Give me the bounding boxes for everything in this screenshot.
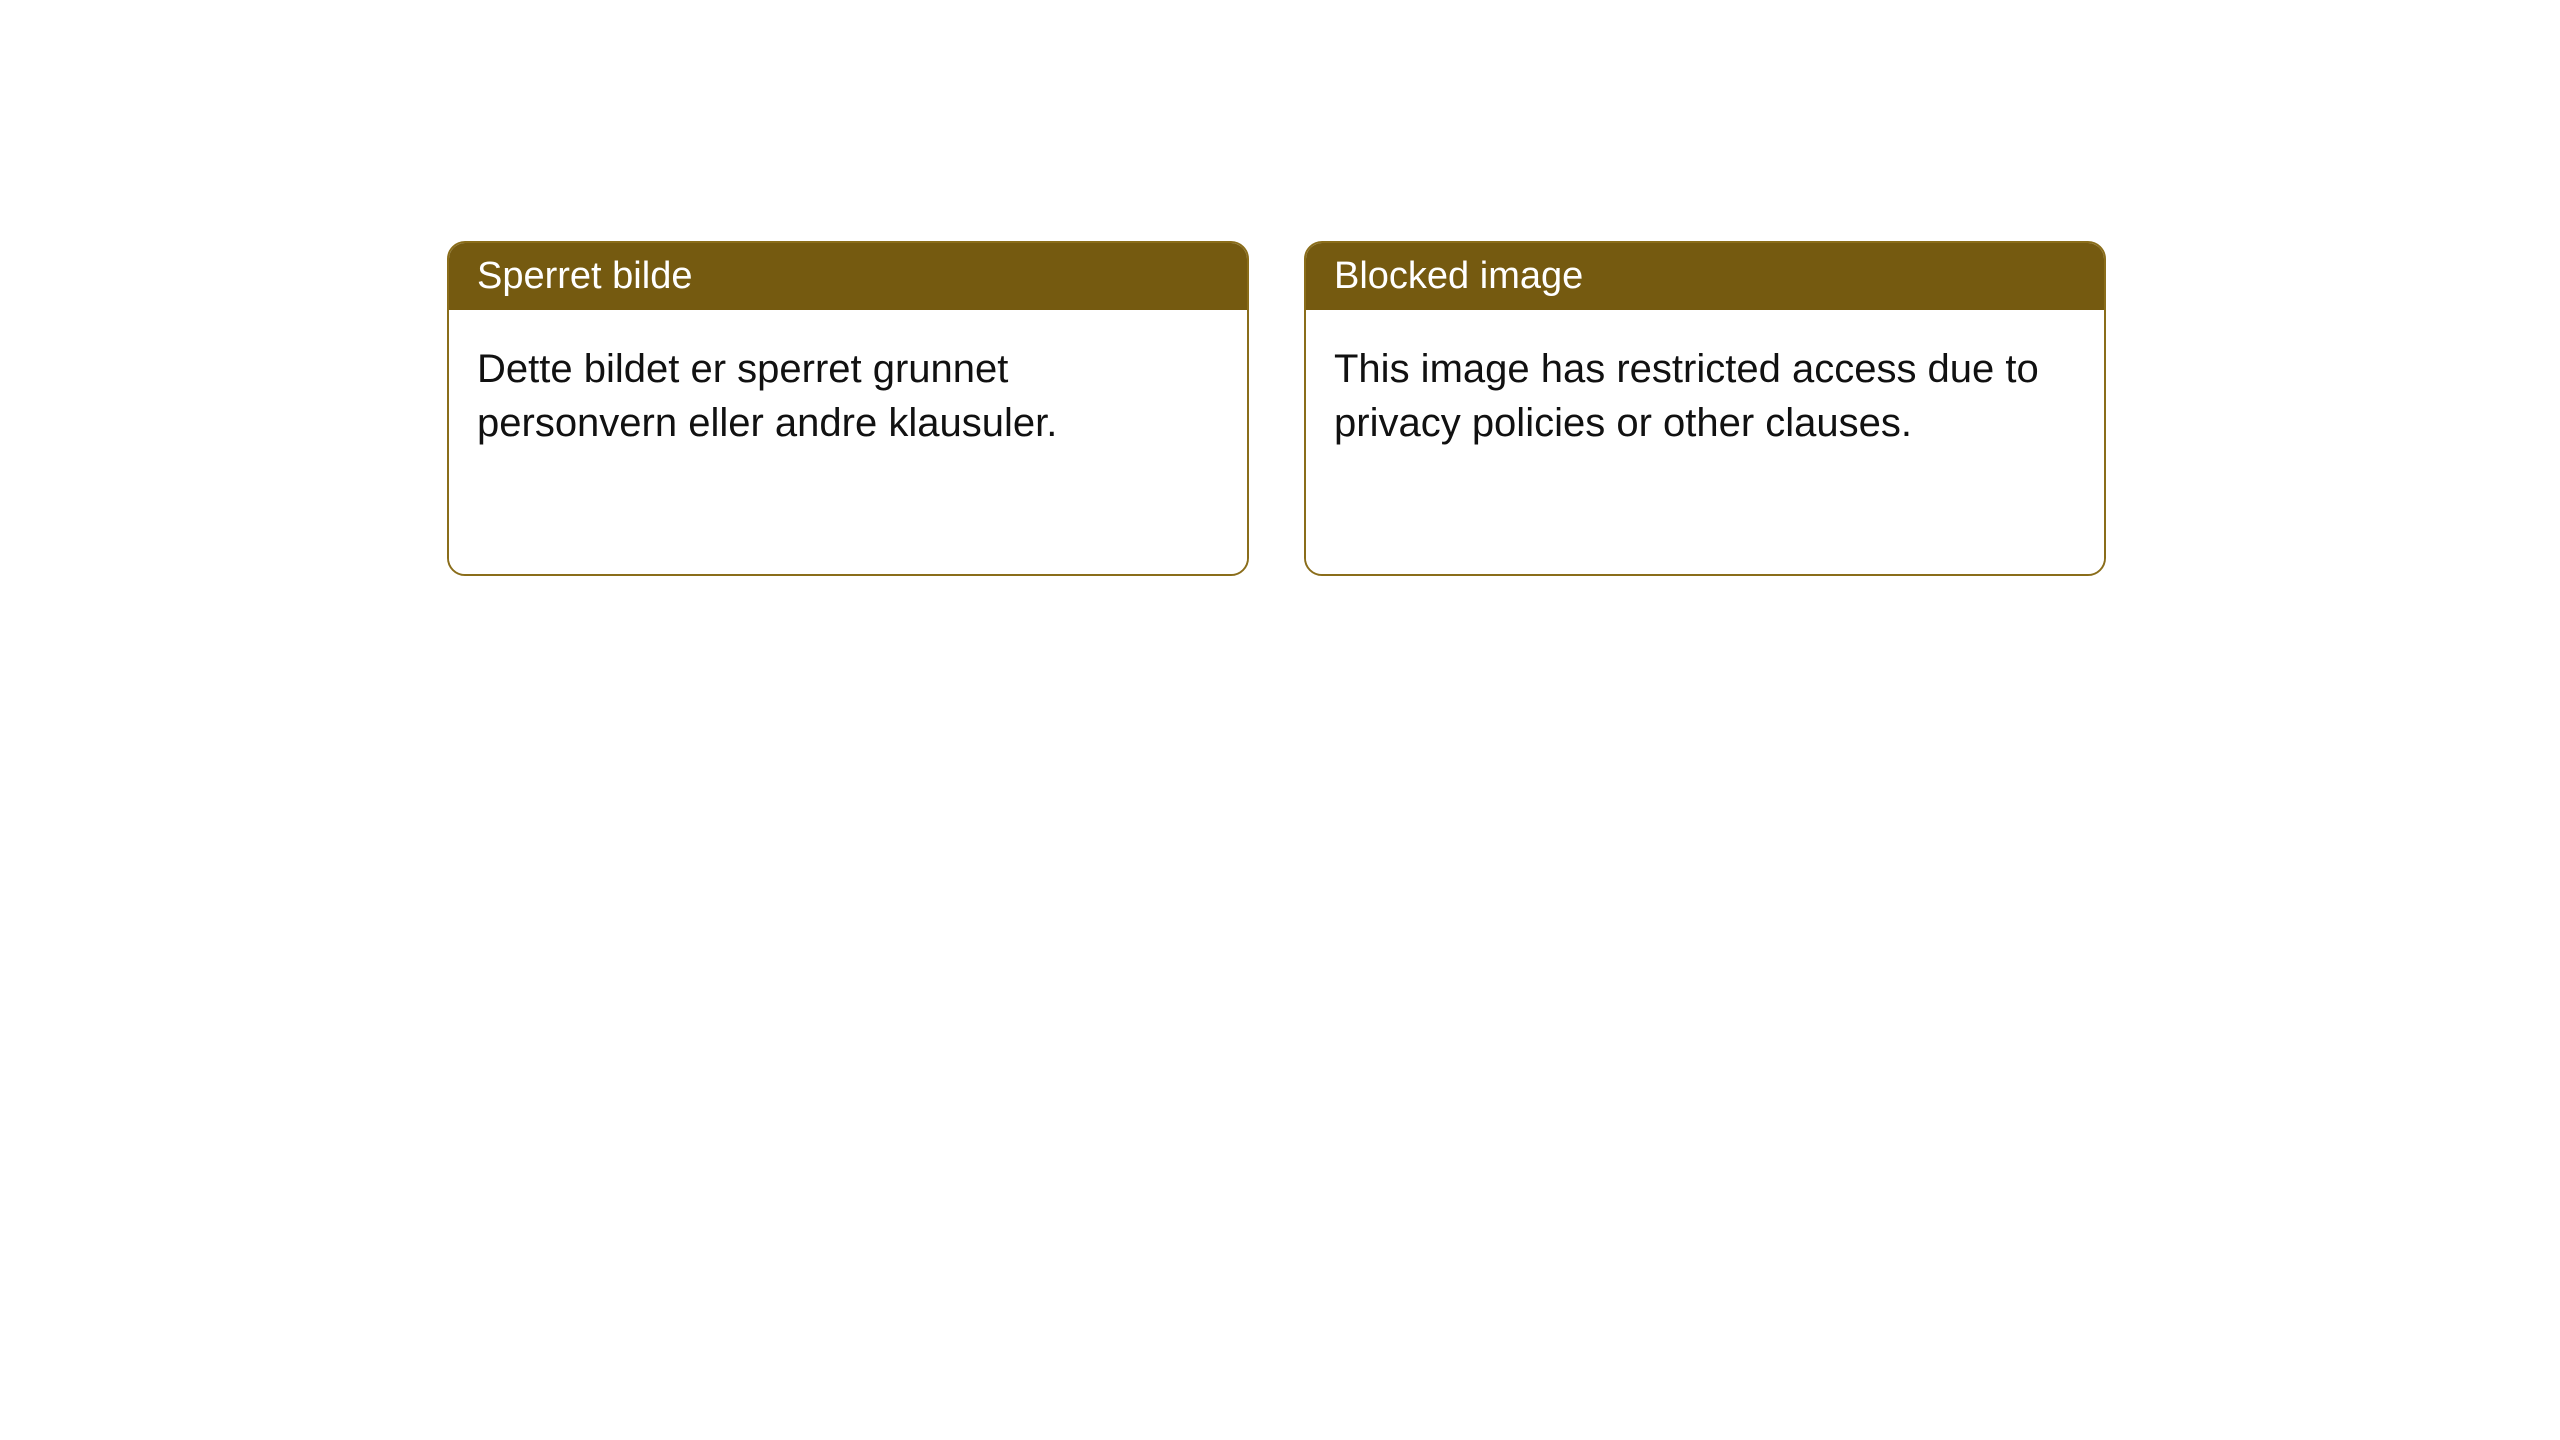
notice-card-text: This image has restricted access due to … bbox=[1334, 347, 2039, 445]
notice-card-header: Sperret bilde bbox=[449, 243, 1247, 310]
notice-card-body: Dette bildet er sperret grunnet personve… bbox=[449, 310, 1247, 574]
notice-card-text: Dette bildet er sperret grunnet personve… bbox=[477, 347, 1057, 445]
notice-card-header: Blocked image bbox=[1306, 243, 2104, 310]
notice-card-title: Blocked image bbox=[1334, 255, 1583, 297]
notice-container: Sperret bilde Dette bildet er sperret gr… bbox=[447, 241, 2106, 576]
notice-card-norwegian: Sperret bilde Dette bildet er sperret gr… bbox=[447, 241, 1249, 576]
notice-card-english: Blocked image This image has restricted … bbox=[1304, 241, 2106, 576]
notice-card-body: This image has restricted access due to … bbox=[1306, 310, 2104, 574]
notice-card-title: Sperret bilde bbox=[477, 255, 692, 297]
